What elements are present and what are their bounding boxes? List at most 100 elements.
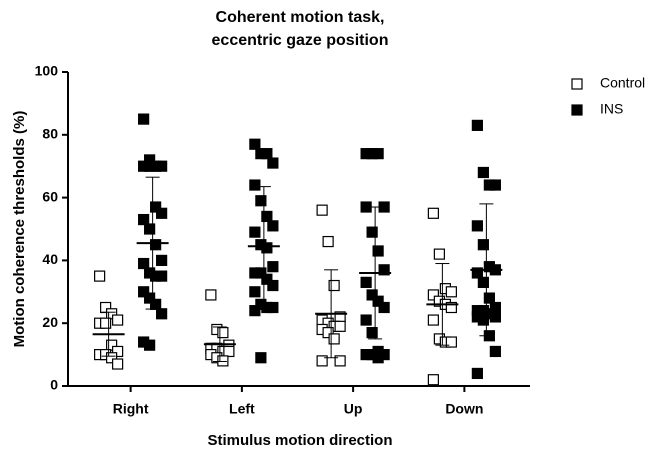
data-point (372, 245, 384, 257)
data-point (471, 367, 483, 380)
y-tick-label: 80 (42, 126, 58, 142)
data-point (477, 166, 489, 179)
data-point (483, 292, 495, 304)
data-point (445, 336, 457, 348)
data-point (267, 301, 279, 314)
data-point (138, 286, 150, 298)
data-point (205, 289, 217, 301)
data-point (249, 226, 261, 238)
data-point (427, 314, 439, 326)
data-point (138, 257, 150, 270)
data-point (334, 320, 346, 332)
data-point (144, 223, 156, 235)
data-point (477, 314, 489, 326)
data-point (267, 157, 279, 169)
data-point (100, 317, 112, 329)
data-point (477, 239, 489, 251)
data-point (261, 210, 273, 223)
data-point (156, 207, 168, 219)
y-tick-label: 60 (42, 188, 58, 204)
data-point (366, 327, 378, 339)
data-point (156, 308, 168, 320)
data-point (372, 295, 384, 307)
data-point (322, 327, 334, 339)
legend-label: INS (600, 101, 623, 117)
data-point (156, 254, 168, 266)
legend-marker (571, 78, 583, 90)
legend-label: Control (600, 75, 645, 91)
data-point (372, 148, 384, 160)
data-point (445, 286, 457, 298)
data-point (217, 355, 229, 367)
data-point (328, 279, 340, 292)
data-point (249, 138, 261, 150)
y-axis-label: Motion coherence thresholds (%) (11, 111, 28, 348)
data-point (249, 286, 261, 298)
data-point (106, 339, 118, 351)
data-point (427, 207, 439, 219)
data-point (255, 352, 267, 364)
data-point (360, 314, 372, 326)
data-point (150, 201, 162, 213)
data-point (366, 226, 378, 238)
chart-title: eccentric gaze position (212, 32, 389, 49)
y-tick-label: 40 (42, 251, 58, 267)
x-axis-label: Stimulus motion direction (207, 432, 392, 449)
chart-title: Coherent motion task, (216, 9, 385, 26)
x-tick-label: Left (229, 401, 255, 417)
y-tick-label: 0 (50, 377, 58, 393)
data-point (378, 301, 390, 314)
data-point (144, 292, 156, 304)
data-point (489, 345, 501, 358)
x-tick-label: Up (344, 401, 363, 417)
data-point (106, 352, 118, 364)
data-point (249, 305, 261, 317)
data-point (261, 242, 273, 254)
data-point (334, 355, 346, 367)
data-point (144, 160, 156, 172)
data-point (445, 301, 457, 314)
data-point (156, 270, 168, 282)
data-point (322, 235, 334, 248)
data-point (433, 248, 445, 260)
data-point (255, 267, 267, 279)
data-point (112, 314, 124, 326)
x-tick-label: Right (113, 401, 149, 417)
data-point (360, 276, 372, 288)
legend-marker (571, 104, 583, 116)
data-point (477, 276, 489, 288)
y-tick-label: 100 (35, 63, 59, 79)
data-point (471, 267, 483, 279)
data-point (217, 327, 229, 339)
data-point (156, 160, 168, 172)
data-point (378, 264, 390, 276)
data-point (471, 119, 483, 131)
x-tick-label: Down (445, 401, 483, 417)
data-point (255, 195, 267, 207)
data-point (112, 358, 124, 370)
data-point (223, 345, 235, 358)
data-point (427, 374, 439, 386)
data-point (106, 308, 118, 320)
data-point (316, 204, 328, 216)
data-point (489, 179, 501, 191)
data-point (112, 345, 124, 358)
data-point (138, 113, 150, 125)
data-point (471, 220, 483, 232)
data-point (138, 213, 150, 226)
data-point (489, 311, 501, 323)
data-point (372, 352, 384, 364)
data-point (328, 333, 340, 345)
data-point (267, 220, 279, 232)
data-point (267, 279, 279, 292)
data-point (366, 289, 378, 301)
data-point (427, 289, 439, 301)
data-point (261, 273, 273, 285)
data-point (144, 339, 156, 351)
data-point (261, 148, 273, 160)
data-point (94, 270, 106, 282)
y-tick-label: 20 (42, 314, 58, 330)
data-point (267, 261, 279, 273)
data-point (316, 355, 328, 367)
